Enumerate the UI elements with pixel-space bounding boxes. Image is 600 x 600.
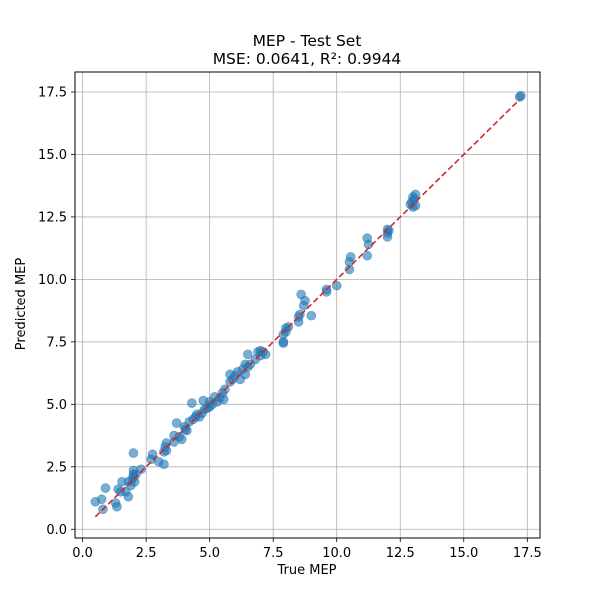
- y-tick-label: 2.5: [46, 460, 67, 475]
- data-point: [187, 398, 197, 408]
- data-point: [384, 225, 394, 236]
- reference-line: [94, 98, 521, 518]
- y-tick-label: 5.0: [46, 398, 67, 413]
- data-point: [218, 394, 229, 405]
- data-point: [410, 189, 421, 200]
- x-tick-label: 2.5: [136, 546, 157, 561]
- y-tick-label: 12.5: [38, 210, 67, 225]
- data-point: [300, 295, 310, 306]
- data-point: [242, 349, 253, 360]
- axis-ticks: 0.0 2.5 5.0 7.5 10.0 12.5 15.0 17.5 0.0 2.5 5.0 7.5…: [38, 85, 542, 561]
- data-point: [96, 494, 107, 505]
- y-tick-label: 10.0: [38, 273, 67, 288]
- data-point: [176, 434, 187, 445]
- y-tick-label: 15.0: [38, 148, 67, 163]
- data-point: [159, 459, 169, 470]
- plot-frame: [74, 71, 541, 539]
- x-tick-label: 5.0: [199, 546, 220, 561]
- grid-lines: [75, 72, 540, 538]
- x-tick-label: 12.5: [386, 546, 415, 561]
- data-point: [516, 90, 526, 101]
- data-point: [306, 310, 317, 321]
- y-axis-label: Predicted MEP: [14, 258, 29, 351]
- data-point: [362, 250, 373, 261]
- y-tick-label: 0.0: [46, 523, 67, 538]
- data-point: [331, 280, 342, 291]
- data-point: [260, 349, 271, 360]
- data-point: [100, 483, 111, 493]
- y-tick-label: 17.5: [38, 85, 67, 100]
- x-axis-label: True MEP: [276, 563, 336, 578]
- chart-subtitle: MSE: 0.0641, R²: 0.9944: [213, 50, 402, 68]
- x-tick-label: 0.0: [72, 546, 93, 561]
- data-point: [123, 491, 134, 502]
- data-point: [345, 252, 356, 262]
- x-tick-label: 7.5: [263, 546, 284, 561]
- data-point: [295, 309, 305, 320]
- data-point: [128, 448, 139, 458]
- data-point: [147, 449, 158, 460]
- x-tick-label: 17.5: [513, 546, 542, 561]
- data-point: [171, 418, 182, 428]
- y-tick-label: 7.5: [46, 335, 67, 350]
- data-point: [136, 464, 146, 475]
- x-tick-label: 10.0: [322, 546, 351, 561]
- x-tick-label: 15.0: [449, 546, 478, 561]
- data-point: [112, 501, 122, 512]
- chart-title: MEP - Test Set: [253, 32, 362, 50]
